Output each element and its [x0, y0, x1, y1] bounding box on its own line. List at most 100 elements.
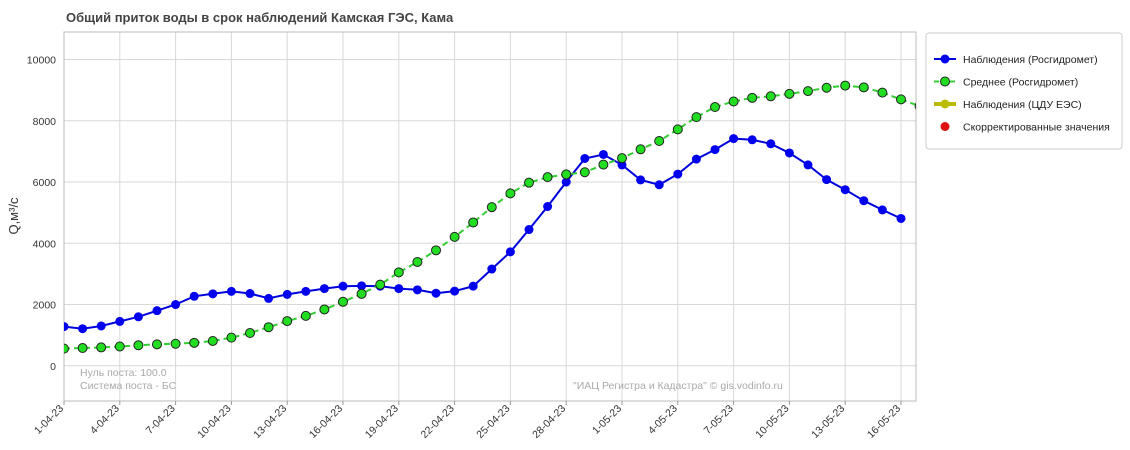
point-average	[245, 328, 255, 339]
point-observed	[580, 153, 590, 163]
point-average	[728, 96, 739, 107]
point-average	[356, 288, 367, 299]
point-average	[821, 82, 832, 93]
point-average	[170, 338, 181, 349]
point-average	[896, 94, 906, 105]
point-observed	[319, 284, 329, 294]
point-average	[840, 80, 851, 91]
grid	[63, 32, 916, 401]
point-average	[710, 102, 720, 113]
x-tick-label: 16-04-23	[307, 403, 345, 441]
point-average	[189, 337, 200, 348]
series-line-average	[64, 84, 916, 350]
point-average	[152, 339, 162, 350]
point-average	[691, 112, 702, 123]
point-observed	[189, 291, 199, 301]
point-observed	[803, 160, 813, 170]
x-tick-label: 25-04-23	[474, 403, 512, 441]
point-observed	[896, 213, 906, 223]
y-tick-label: 8000	[33, 116, 57, 128]
point-average	[468, 217, 479, 228]
point-average	[635, 144, 646, 155]
x-tick-label: 4-05-23	[646, 403, 680, 437]
point-average	[654, 136, 665, 147]
point-average	[319, 304, 330, 315]
x-tick-label: 1-04-23	[32, 403, 66, 437]
legend-marker-average	[940, 76, 950, 87]
point-average	[747, 92, 758, 103]
y-axis: 0 2000 4000 6000 8000 10000	[27, 55, 56, 373]
point-average	[114, 341, 125, 352]
point-observed	[64, 322, 69, 332]
legend-label-cdu: Наблюдения (ЦДУ ЕЭС)	[963, 99, 1082, 111]
point-observed	[468, 281, 478, 291]
point-observed	[747, 135, 757, 145]
point-observed	[859, 196, 869, 206]
point-observed	[617, 160, 627, 170]
point-observed	[78, 324, 88, 334]
y-tick-label: 10000	[27, 55, 56, 67]
point-observed	[152, 306, 162, 316]
legend-marker-cdu	[940, 99, 950, 109]
point-average	[784, 88, 795, 99]
point-observed	[691, 154, 701, 164]
point-observed	[282, 289, 292, 299]
x-tick-label: 13-05-23	[809, 403, 847, 441]
x-tick-label: 13-04-23	[251, 403, 289, 441]
point-observed	[412, 285, 422, 295]
point-average	[412, 256, 423, 267]
point-observed	[487, 264, 497, 274]
point-observed	[877, 205, 887, 215]
point-average	[672, 124, 683, 135]
point-observed	[301, 286, 311, 296]
y-tick-label: 0	[50, 361, 56, 373]
x-tick-label: 16-05-23	[865, 403, 903, 441]
x-tick-label: 28-04-23	[530, 403, 568, 441]
point-observed	[840, 185, 850, 195]
point-average	[858, 82, 869, 93]
point-observed	[245, 289, 255, 299]
point-observed	[784, 148, 794, 158]
legend-label-observed: Наблюдения (Росгидромет)	[963, 54, 1098, 66]
point-average	[263, 322, 274, 333]
point-average	[542, 172, 553, 183]
point-observed	[450, 286, 460, 296]
point-observed	[598, 149, 608, 159]
point-observed	[710, 145, 720, 155]
zero-note: Нуль поста: 100.0	[80, 367, 167, 379]
point-average	[617, 153, 627, 164]
point-observed	[133, 312, 143, 322]
chart-title: Общий приток воды в срок наблюдений Камс…	[66, 10, 454, 25]
y-tick-label: 4000	[33, 238, 57, 250]
y-tick-label: 6000	[33, 177, 57, 189]
y-tick-label: 2000	[33, 300, 57, 312]
point-average	[431, 245, 441, 256]
point-observed	[543, 202, 553, 212]
point-average	[375, 279, 386, 290]
x-tick-label: 4-04-23	[88, 403, 122, 437]
point-observed	[208, 289, 218, 299]
point-average	[598, 159, 609, 170]
point-average	[914, 102, 916, 110]
system-note: Система поста - БС	[80, 380, 177, 392]
point-observed	[505, 247, 515, 257]
point-average	[561, 169, 572, 180]
point-average	[803, 86, 813, 97]
point-average	[505, 188, 516, 199]
point-average	[64, 343, 69, 354]
point-observed	[226, 286, 236, 296]
point-average	[579, 167, 590, 178]
point-observed	[357, 281, 367, 291]
series-layer	[64, 80, 916, 354]
series-line-observed	[64, 137, 902, 330]
point-average	[338, 296, 348, 307]
x-tick-label: 22-04-23	[419, 403, 457, 441]
point-observed	[673, 169, 683, 179]
legend-box	[925, 32, 1123, 150]
point-observed	[115, 316, 125, 326]
point-average	[133, 340, 144, 351]
legend-label-average: Среднее (Росгидромет)	[963, 77, 1078, 89]
point-average	[300, 310, 311, 321]
point-observed	[338, 281, 348, 291]
